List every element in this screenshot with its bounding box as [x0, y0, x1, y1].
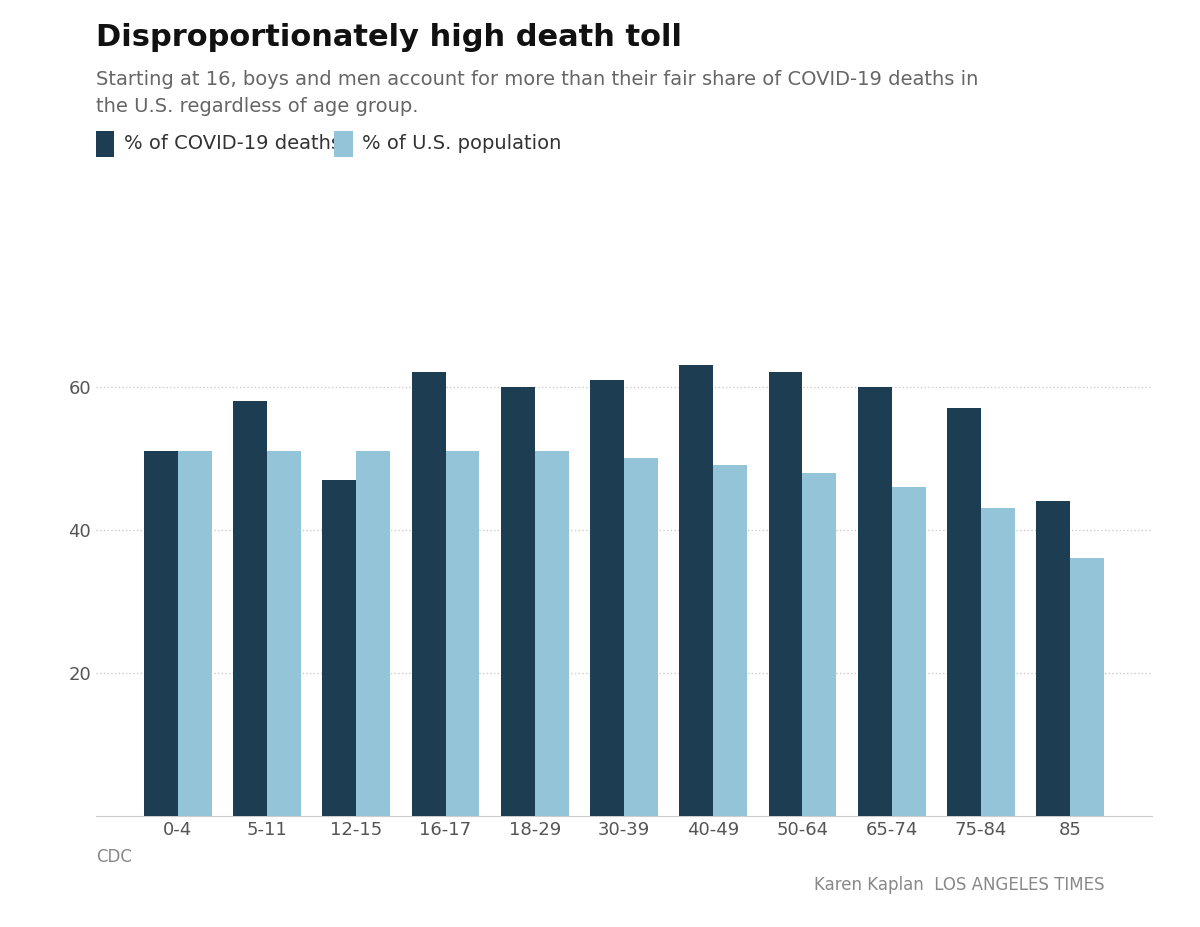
Bar — [268, 451, 301, 816]
Bar — [624, 458, 658, 816]
Bar — [144, 451, 178, 816]
Bar — [412, 373, 445, 816]
Bar — [947, 408, 980, 816]
Bar — [445, 451, 480, 816]
Bar — [590, 379, 624, 816]
Bar — [356, 451, 390, 816]
Bar — [980, 508, 1015, 816]
Bar — [500, 387, 535, 816]
Text: CDC: CDC — [96, 848, 132, 866]
Text: Karen Kaplan  LOS ANGELES TIMES: Karen Kaplan LOS ANGELES TIMES — [814, 876, 1104, 894]
Bar — [892, 487, 925, 816]
Bar — [535, 451, 569, 816]
Bar — [1070, 558, 1104, 816]
Text: Disproportionately high death toll: Disproportionately high death toll — [96, 23, 682, 52]
Text: % of COVID-19 deaths: % of COVID-19 deaths — [124, 134, 341, 153]
Text: the U.S. regardless of age group.: the U.S. regardless of age group. — [96, 97, 419, 116]
Bar — [713, 465, 748, 816]
Text: Starting at 16, boys and men account for more than their fair share of COVID-19 : Starting at 16, boys and men account for… — [96, 70, 978, 88]
Bar — [1036, 502, 1070, 816]
Bar — [858, 387, 892, 816]
Bar — [679, 365, 713, 816]
Bar — [768, 373, 803, 816]
Bar — [803, 473, 836, 816]
Text: % of U.S. population: % of U.S. population — [362, 134, 562, 153]
Bar — [233, 401, 268, 816]
Bar — [323, 479, 356, 816]
Bar — [178, 451, 212, 816]
